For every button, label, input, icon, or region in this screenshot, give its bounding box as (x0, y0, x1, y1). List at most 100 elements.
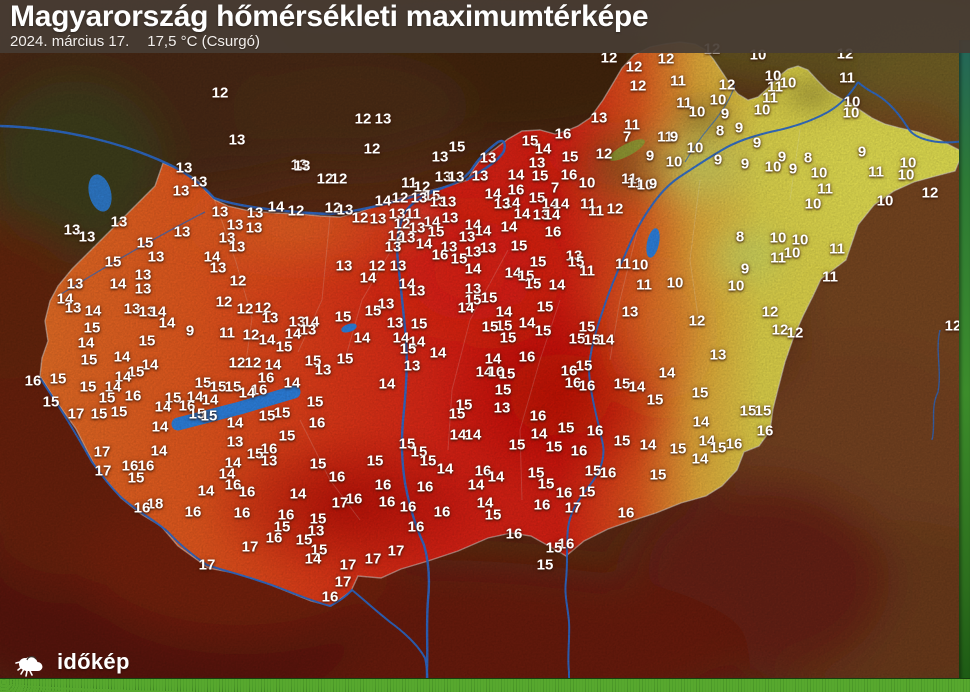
temp-label: 14 (698, 432, 716, 450)
temp-label: 13 (493, 399, 511, 417)
temp-label: 14 (475, 363, 493, 381)
idokep-logo-text: időkép (57, 649, 130, 674)
temp-label: 14 (692, 413, 710, 431)
temp-label: 16 (433, 503, 451, 521)
temp-label: 15 (79, 378, 97, 396)
temp-label: 14 (484, 350, 502, 368)
temp-label: 12 (771, 321, 789, 339)
temp-label: 16 (265, 529, 283, 547)
temp-label: 12 (287, 202, 305, 220)
temp-label: 15 (90, 405, 108, 423)
temp-label: 15 (536, 298, 554, 316)
temp-label: 9 (648, 175, 658, 193)
temp-label: 12 (657, 50, 675, 68)
temp-label: 10 (666, 274, 684, 292)
temp-label: 11 (405, 205, 421, 223)
temp-label: 13 (429, 193, 447, 211)
temp-label: 15 (258, 407, 276, 425)
temp-label: 15 (613, 432, 631, 450)
temp-label: 15 (309, 510, 327, 528)
temp-label: 7 (622, 128, 632, 146)
temp-label: 11 (822, 268, 838, 286)
temp-label: 15 (545, 539, 563, 557)
temp-label: 9 (752, 134, 762, 152)
temp-label: 12 (354, 110, 372, 128)
temp-label: 15 (209, 378, 227, 396)
temp-label: 12 (229, 272, 247, 290)
temp-label: 13 (464, 280, 482, 298)
temp-label: 15 (398, 435, 416, 453)
temp-label: 9 (713, 151, 723, 169)
temp-label: 14 (541, 195, 559, 213)
temp-label: 16 (557, 535, 575, 553)
temp-label: 13 (471, 167, 489, 185)
temp-label: 13 (479, 239, 497, 257)
temp-label: 11 (588, 202, 604, 220)
temp-label: 13 (403, 357, 421, 375)
temp-label: 12 (921, 184, 939, 202)
temp-label: 15 (669, 440, 687, 458)
subtitle: 2024. március 17. 17,5 °C (Csurgó) (10, 33, 970, 50)
temp-label: 12 (761, 303, 779, 321)
temp-label: 11 (817, 180, 833, 198)
temp-label: 15 (364, 302, 382, 320)
temp-label: 9 (857, 143, 867, 161)
temp-label: 14 (77, 334, 95, 352)
temp-label: 13 (147, 248, 165, 266)
temp-label: 17 (331, 494, 349, 512)
temp-label: 15 (423, 187, 441, 205)
temp-label: 15 (578, 318, 596, 336)
temp-label: 15 (557, 419, 575, 437)
temp-label: 12 (718, 76, 736, 94)
temp-label: 15 (110, 403, 128, 421)
temp-label: 14 (530, 425, 548, 443)
temp-label: 14 (534, 140, 552, 158)
temp-label: 12 (215, 293, 233, 311)
temp-label: 15 (480, 289, 498, 307)
temp-label: 13 (410, 189, 428, 207)
temp-label: 13 (290, 156, 308, 174)
temp-label: 14 (141, 356, 159, 374)
temp-label: 15 (499, 329, 517, 347)
temp-label: 15 (419, 452, 437, 470)
temp-label: 14 (628, 378, 646, 396)
temp-label: 16 (554, 125, 572, 143)
temp-label: 16 (399, 498, 417, 516)
temp-label: 14 (224, 454, 242, 472)
temp-label: 13 (226, 433, 244, 451)
temp-label: 15 (528, 189, 546, 207)
temp-label: 16 (518, 348, 536, 366)
temp-label: 16 (233, 504, 251, 522)
temp-label: 11 (670, 72, 686, 90)
temp-label: 15 (691, 384, 709, 402)
temp-label: 15 (561, 148, 579, 166)
temp-label: 15 (42, 393, 60, 411)
temp-label: 14 (476, 494, 494, 512)
temp-label: 14 (495, 303, 513, 321)
temp-label: 15 (188, 405, 206, 423)
temp-label: 9 (734, 119, 744, 137)
temp-label: 15 (484, 506, 502, 524)
temp-label: 13 (123, 300, 141, 318)
temp-label: 14 (151, 418, 169, 436)
temp-label: 11 (219, 324, 235, 342)
temp-label: 13 (377, 295, 395, 313)
temp-label: 17 (67, 405, 85, 423)
temp-label: 14 (474, 222, 492, 240)
temp-label: 16 (407, 518, 425, 536)
title-bar: Magyarország hőmérsékleti maximumtérképe… (0, 0, 970, 53)
temp-label: 15 (295, 531, 313, 549)
temp-label: 13 (246, 204, 264, 222)
temp-label: 15 (498, 365, 516, 383)
temp-label: 13 (565, 247, 583, 265)
temp-label: 12 (393, 215, 411, 233)
temp-label: 13 (134, 266, 152, 284)
page-title: Magyarország hőmérsékleti maximumtérképe (10, 0, 649, 33)
temp-label: 12 (228, 354, 246, 372)
temp-label: 12 (606, 200, 624, 218)
temp-label: 16 (544, 223, 562, 241)
temp-label: 13 (621, 303, 639, 321)
temp-label: 15 (310, 541, 328, 559)
temp-label: 13 (314, 361, 332, 379)
temp-label: 16 (570, 442, 588, 460)
